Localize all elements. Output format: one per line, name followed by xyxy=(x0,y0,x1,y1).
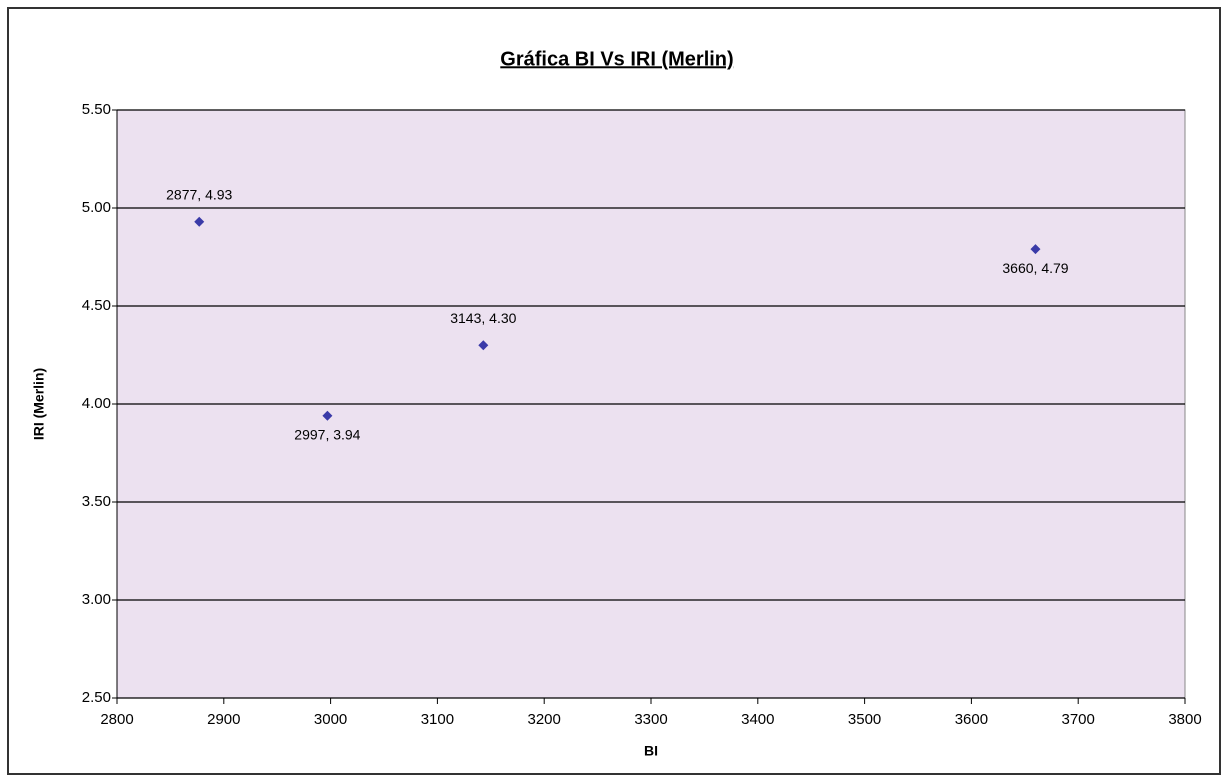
data-label: 3660, 4.79 xyxy=(1002,260,1068,276)
x-tick-label: 3500 xyxy=(848,711,881,728)
x-tick-label: 3300 xyxy=(634,711,667,728)
y-tick-label: 3.50 xyxy=(82,493,111,510)
x-tick-label: 2800 xyxy=(100,711,133,728)
y-tick-label: 5.00 xyxy=(82,199,111,216)
chart-title: Gráfica BI Vs IRI (Merlin) xyxy=(500,48,733,70)
y-axis-label: IRI (Merlin) xyxy=(31,368,47,440)
marker xyxy=(194,216,205,227)
data-label: 3143, 4.30 xyxy=(450,310,516,326)
x-tick-label: 3000 xyxy=(314,711,347,728)
x-axis-label: BI xyxy=(644,743,658,759)
x-tick-label: 2900 xyxy=(207,711,240,728)
y-tick-label: 2.50 xyxy=(82,689,111,706)
marker xyxy=(1030,244,1041,255)
data-label: 2997, 3.94 xyxy=(294,426,360,442)
data-label: 2877, 4.93 xyxy=(166,186,232,202)
marker xyxy=(478,340,489,351)
x-tick-label: 3400 xyxy=(741,711,774,728)
y-tick-label: 4.50 xyxy=(82,297,111,314)
x-tick-label: 3700 xyxy=(1062,711,1095,728)
marker xyxy=(322,410,333,421)
y-tick-label: 3.00 xyxy=(82,591,111,608)
x-tick-label: 3600 xyxy=(955,711,988,728)
x-tick-label: 3200 xyxy=(528,711,561,728)
y-tick-label: 4.00 xyxy=(82,395,111,412)
x-tick-label: 3800 xyxy=(1168,711,1201,728)
x-tick-label: 3100 xyxy=(421,711,454,728)
y-tick-label: 5.50 xyxy=(82,101,111,118)
